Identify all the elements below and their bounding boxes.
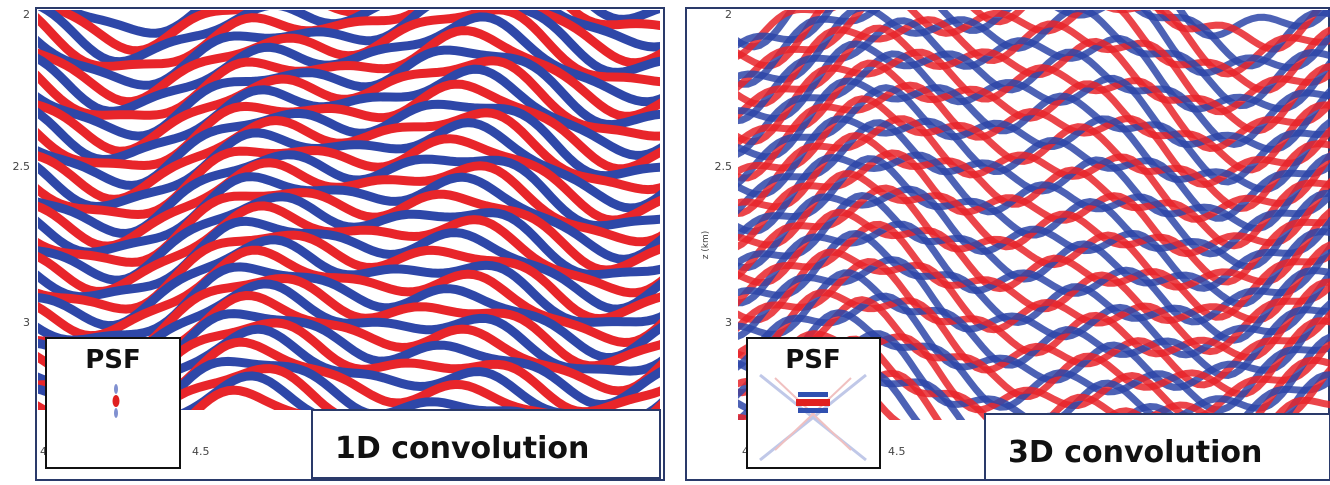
seismic-band [38, 201, 660, 298]
x-tick: 4.5 [888, 445, 906, 458]
seismic-band [738, 248, 1330, 356]
seismic-band [738, 132, 1330, 250]
y-tick: 2 [23, 8, 30, 21]
seismic-band [38, 172, 660, 264]
psf-core [112, 395, 120, 407]
psf-lobe [798, 392, 828, 397]
seismic-band [738, 10, 1330, 88]
label-box [311, 409, 661, 479]
seismic-band [61, 10, 660, 38]
seismic-band [38, 45, 660, 141]
seismic-band [738, 151, 1330, 258]
seismic-band [738, 269, 1330, 380]
seismic-band [38, 188, 660, 275]
psf-arms [774, 377, 852, 451]
psf-lobe [114, 384, 118, 394]
seismic-band [38, 245, 660, 348]
seismic-band [38, 64, 660, 165]
panel-3d: 2 2.5 3 4 4.5 z (km) PSF 3D convolution [685, 7, 1330, 481]
seismic-band [738, 10, 1322, 60]
seismic-band [38, 10, 660, 71]
psf-lobe [798, 408, 828, 413]
seismic-band [738, 149, 1330, 258]
seismic-band [738, 220, 1330, 326]
psf-label: PSF [85, 345, 141, 375]
panel-1d: 2 2.5 3 4 4.5 PSF 1D convolution [13, 7, 665, 481]
label-box [984, 413, 1330, 481]
panel-label: 3D convolution [1008, 435, 1262, 470]
seismic-band [38, 230, 660, 324]
seismic-band [38, 26, 660, 121]
psf-arms [759, 373, 867, 462]
y-axis-label: z (km) [701, 231, 711, 260]
y-tick: 3 [23, 316, 30, 329]
x-tick: 4 [40, 445, 47, 458]
psf-lobe [114, 408, 118, 418]
x-tick: 4 [742, 445, 749, 458]
seismic-image [38, 10, 660, 410]
seismic-band [738, 115, 1330, 222]
y-tick: 2.5 [13, 160, 31, 173]
seismic-band [38, 262, 660, 362]
seismic-band [151, 356, 530, 410]
seismic-band [38, 99, 660, 191]
y-tick: 2.5 [715, 160, 733, 173]
seismic-band [738, 84, 1330, 193]
seismic-band [38, 216, 660, 314]
x-tick: 4.5 [192, 445, 210, 458]
y-tick: 3 [725, 316, 732, 329]
psf-label: PSF [785, 345, 841, 375]
seismic-band [47, 10, 660, 56]
panel-label: 1D convolution [335, 431, 589, 466]
seismic-band [738, 185, 1330, 292]
seismic-band [738, 16, 1330, 116]
seismic-band [738, 40, 1330, 148]
seismic-band [38, 79, 660, 174]
seismic-band [38, 10, 660, 90]
psf-core [796, 399, 830, 406]
seismic-band [738, 81, 1330, 188]
seismic-band [38, 134, 660, 225]
y-tick: 2 [725, 8, 732, 21]
seismic-band [38, 118, 660, 213]
